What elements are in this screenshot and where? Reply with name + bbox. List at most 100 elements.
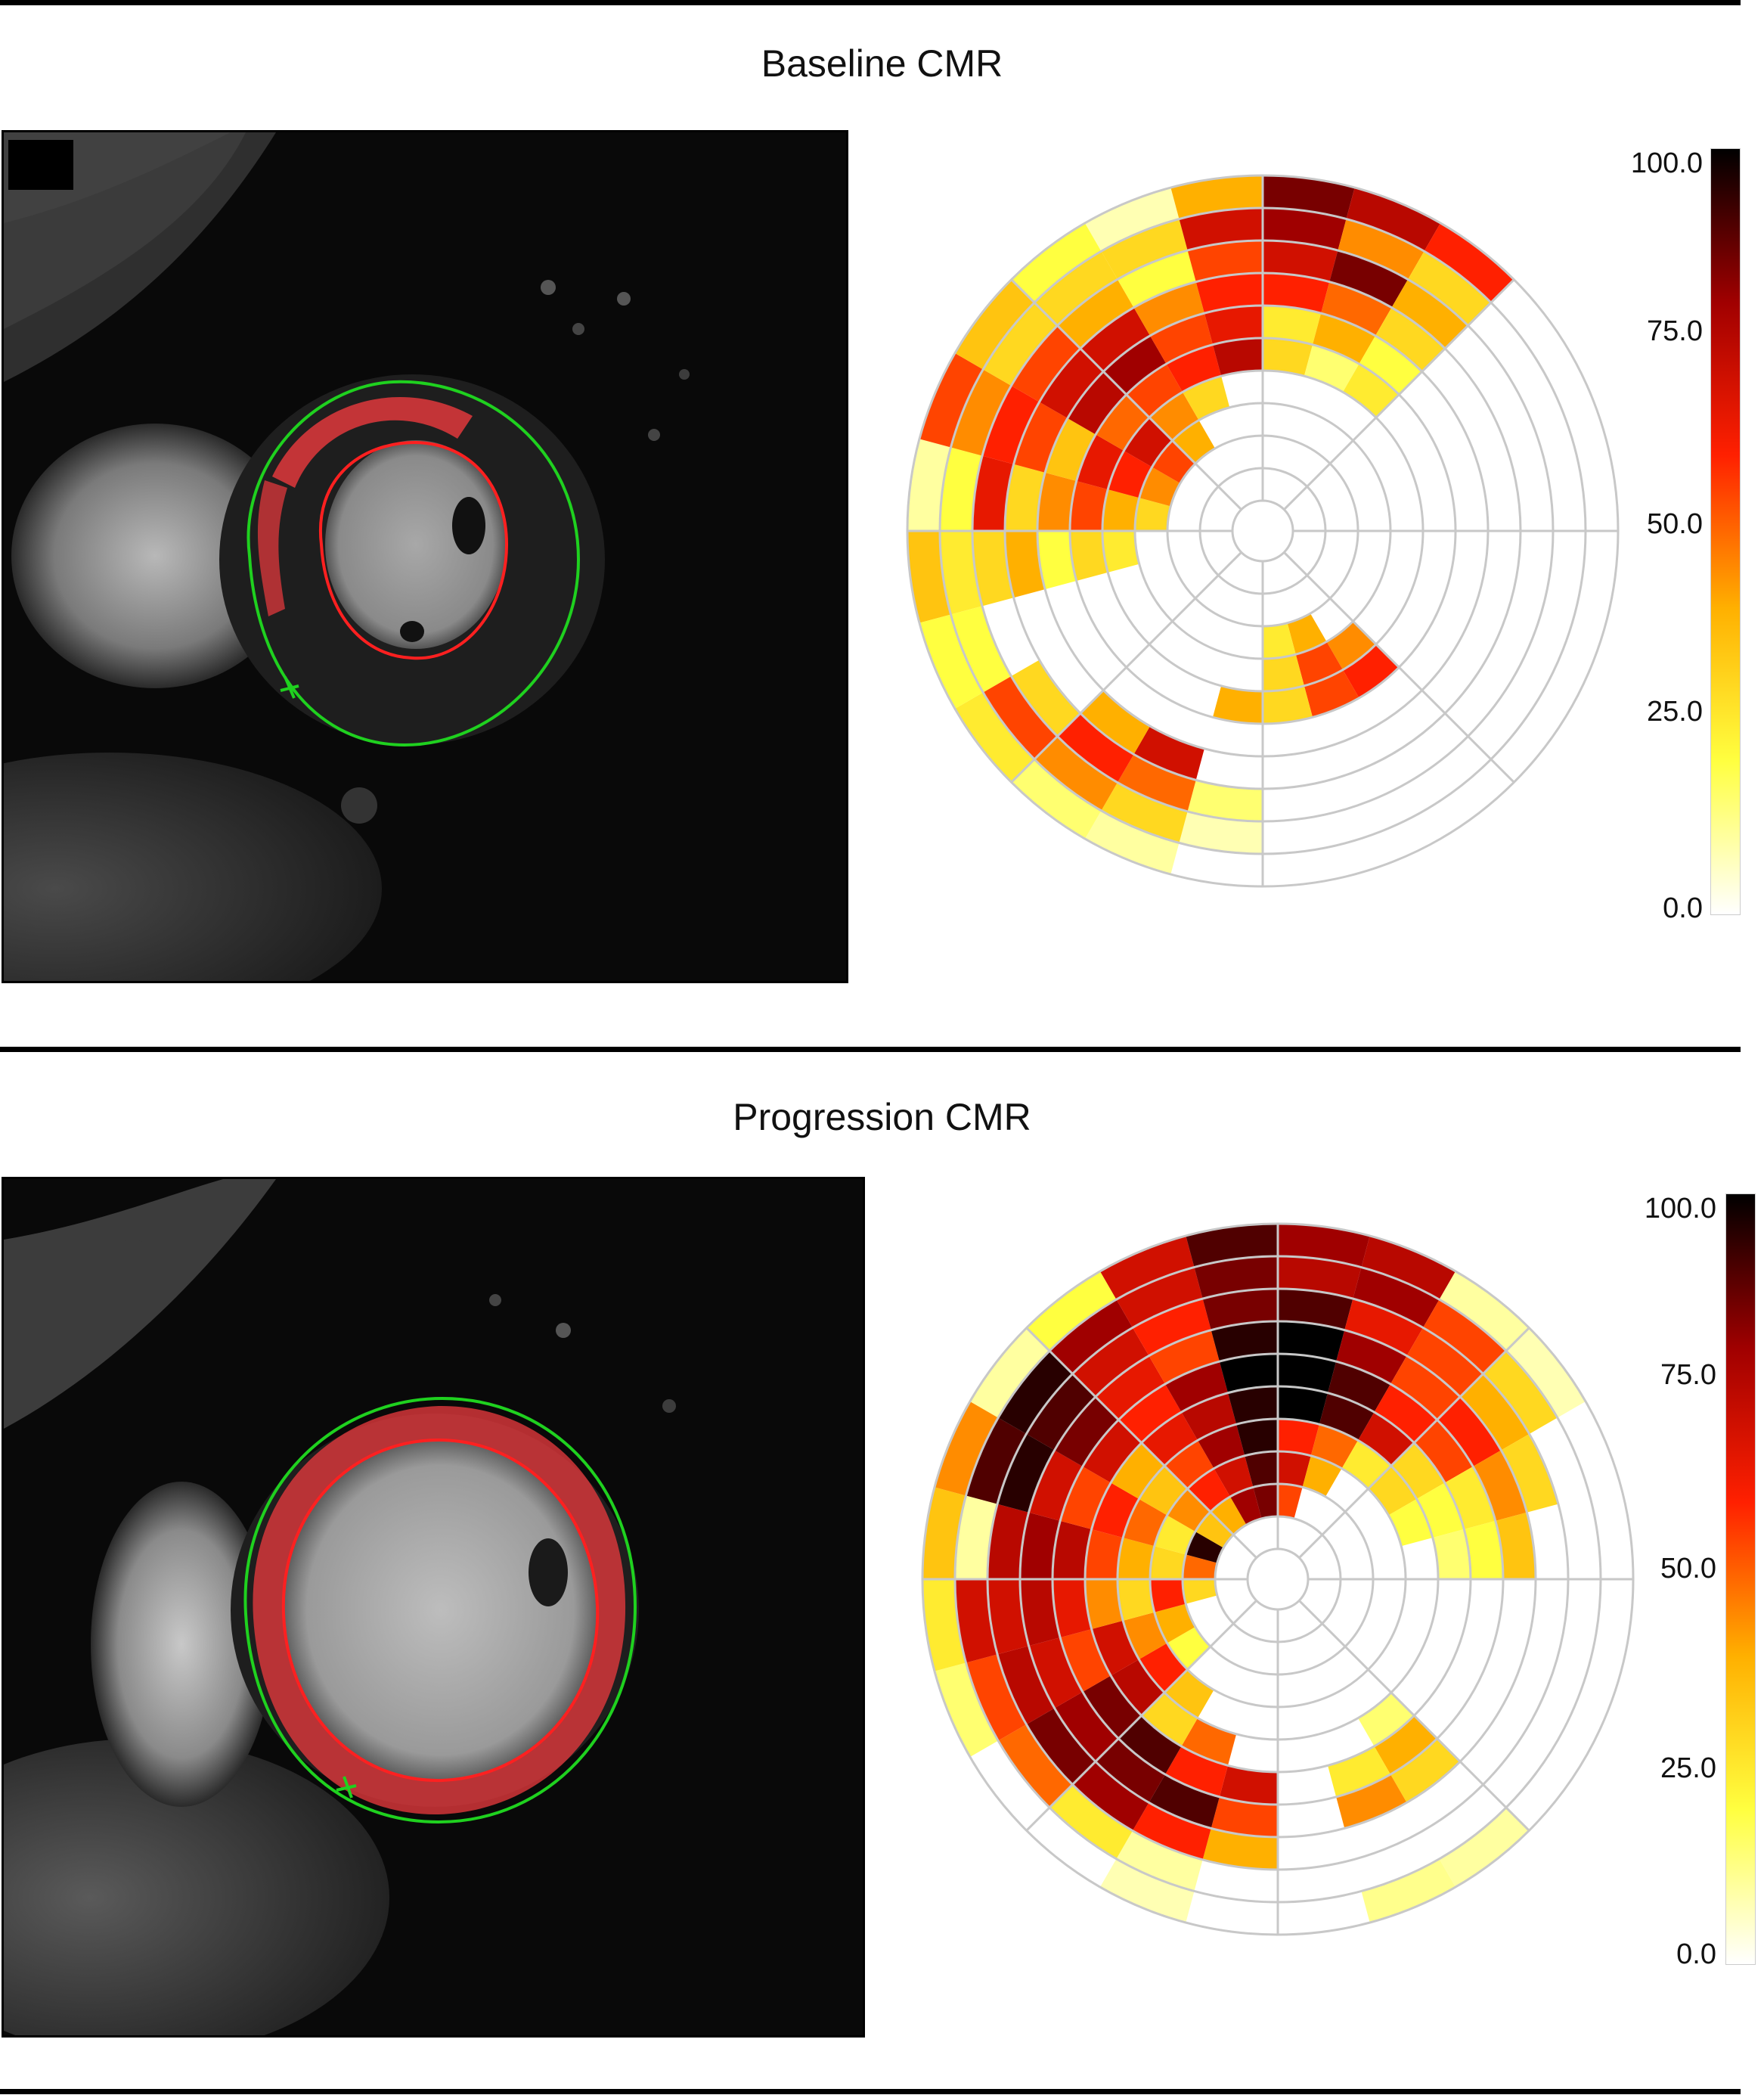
bullseye-cell bbox=[1011, 660, 1080, 737]
bullseye-cell bbox=[1082, 1420, 1142, 1483]
bullseye-cell bbox=[972, 531, 1014, 607]
bullseye-cell bbox=[1085, 1579, 1124, 1629]
bullseye-cell bbox=[1026, 1373, 1096, 1451]
baseline-colorbar-tick: 0.0 bbox=[1663, 892, 1703, 924]
bullseye-cell bbox=[1213, 685, 1263, 724]
bullseye-cell bbox=[1133, 1299, 1211, 1356]
bullseye-cell bbox=[1005, 531, 1046, 598]
bullseye-spoke-line bbox=[1283, 278, 1515, 511]
bullseye-cell bbox=[987, 1579, 1029, 1655]
bullseye-cell bbox=[1278, 1289, 1353, 1330]
bullseye-cell bbox=[1054, 1692, 1119, 1762]
bullseye-cell bbox=[983, 676, 1058, 759]
bullseye-cell bbox=[969, 1327, 1050, 1418]
bullseye-cell bbox=[940, 447, 983, 531]
bullseye-cell bbox=[1390, 1355, 1461, 1420]
bullseye-cell bbox=[1437, 1396, 1502, 1466]
bullseye-cell bbox=[1439, 1271, 1530, 1352]
bullseye-cell bbox=[1253, 1484, 1278, 1519]
bullseye-cell bbox=[1236, 1419, 1278, 1456]
bullseye-cell bbox=[1406, 1327, 1483, 1397]
progression-colorbar-tick: 100.0 bbox=[1644, 1193, 1716, 1224]
bullseye-cell bbox=[919, 353, 984, 448]
bullseye-cell bbox=[1439, 1807, 1530, 1888]
progression-title: Progression CMR bbox=[733, 1096, 1031, 1138]
bullseye-cell bbox=[1072, 1327, 1149, 1397]
bullseye-spoke-line bbox=[1298, 1600, 1530, 1832]
bullseye-cell bbox=[1183, 1554, 1217, 1579]
bullseye-cell bbox=[950, 369, 1012, 456]
bullseye-cell bbox=[1210, 1496, 1247, 1535]
bullseye-cell bbox=[983, 303, 1058, 386]
bullseye-cell bbox=[1361, 1236, 1456, 1300]
baseline-colorbar-tick: 25.0 bbox=[1647, 696, 1703, 728]
bullseye-cell bbox=[1327, 1361, 1390, 1413]
bullseye-cell bbox=[1464, 1520, 1503, 1579]
bullseye-cell bbox=[1054, 1396, 1119, 1466]
bullseye-cell bbox=[1080, 307, 1150, 372]
bullseye-cell bbox=[1358, 1692, 1415, 1746]
baseline-title: Baseline CMR bbox=[761, 42, 1003, 85]
bullseye-cell bbox=[1101, 782, 1188, 843]
bullseye-cell bbox=[1187, 241, 1263, 282]
bullseye-cell bbox=[1070, 531, 1108, 581]
bullseye-cell bbox=[1213, 338, 1263, 377]
bullseye-cell bbox=[1423, 1299, 1506, 1374]
bullseye-cell bbox=[1444, 1466, 1496, 1530]
bullseye-cell bbox=[1278, 1321, 1345, 1362]
bullseye-cell bbox=[1034, 251, 1118, 326]
bullseye-cell bbox=[1085, 810, 1180, 874]
baseline-colorbar-tick: 50.0 bbox=[1647, 508, 1703, 540]
bullseye-cell bbox=[1026, 1708, 1096, 1785]
bullseye-cell bbox=[1414, 1420, 1474, 1483]
bullseye-cell bbox=[1263, 654, 1304, 691]
bullseye-cell bbox=[1278, 1484, 1303, 1519]
bullseye-cell bbox=[1361, 1858, 1456, 1923]
bullseye-cell bbox=[1214, 1455, 1254, 1497]
bullseye-cell bbox=[1100, 1858, 1195, 1923]
progression-colorbar-tick: 0.0 bbox=[1676, 1938, 1716, 1970]
bullseye-cell bbox=[1118, 1715, 1182, 1775]
bullseye-cell bbox=[1278, 1451, 1311, 1488]
bullseye-cell bbox=[1278, 1256, 1362, 1299]
baseline-mri-image bbox=[2, 130, 848, 983]
bullseye-cell bbox=[1011, 222, 1102, 303]
bullseye-cell bbox=[1154, 1515, 1195, 1555]
bullseye-cell bbox=[1336, 1330, 1407, 1384]
bullseye-cell bbox=[1186, 1532, 1224, 1563]
bullseye-cell bbox=[1302, 1455, 1342, 1497]
bullseye-cell bbox=[1150, 1579, 1186, 1612]
bullseye-cell bbox=[1263, 622, 1296, 659]
bullseye-cell bbox=[1353, 1267, 1440, 1328]
bullseye-cell bbox=[1390, 1442, 1445, 1499]
bullseye-cell bbox=[1118, 1383, 1182, 1443]
baseline-mri-svg bbox=[4, 132, 846, 981]
bullseye-cell bbox=[1053, 1520, 1092, 1579]
bottom-rule bbox=[0, 2089, 1741, 2094]
progression-mri-image bbox=[2, 1177, 865, 2038]
bullseye-cell bbox=[1245, 1451, 1278, 1488]
bullseye-cell bbox=[1005, 464, 1046, 531]
bullseye-cell bbox=[1336, 1774, 1407, 1829]
bullseye-cell bbox=[1483, 1351, 1558, 1434]
bullseye-cell bbox=[1070, 481, 1108, 531]
bullseye-cell bbox=[1179, 208, 1263, 251]
bullseye-cell bbox=[997, 1434, 1055, 1513]
bullseye-cell bbox=[1116, 1267, 1203, 1328]
bullseye-cell bbox=[1230, 1487, 1262, 1525]
bullseye-cell bbox=[1219, 1354, 1278, 1393]
bullseye-cell bbox=[1039, 348, 1104, 418]
bullseye-cell bbox=[1195, 273, 1263, 314]
bullseye-cell bbox=[1460, 1373, 1530, 1451]
bullseye-cell bbox=[1501, 1434, 1558, 1513]
bullseye-cell bbox=[1329, 250, 1408, 308]
bullseye-cell bbox=[1133, 726, 1204, 781]
bullseye-cell bbox=[1067, 371, 1127, 435]
bullseye-cell bbox=[982, 386, 1040, 464]
bullseye-spoke-line bbox=[1025, 1327, 1257, 1559]
bullseye-cell bbox=[1263, 241, 1338, 282]
bullseye-spoke-line bbox=[1025, 1600, 1257, 1832]
bullseye-cell bbox=[1263, 685, 1313, 724]
bullseye-cell bbox=[998, 1724, 1073, 1808]
bullseye-cell bbox=[1165, 1746, 1229, 1797]
